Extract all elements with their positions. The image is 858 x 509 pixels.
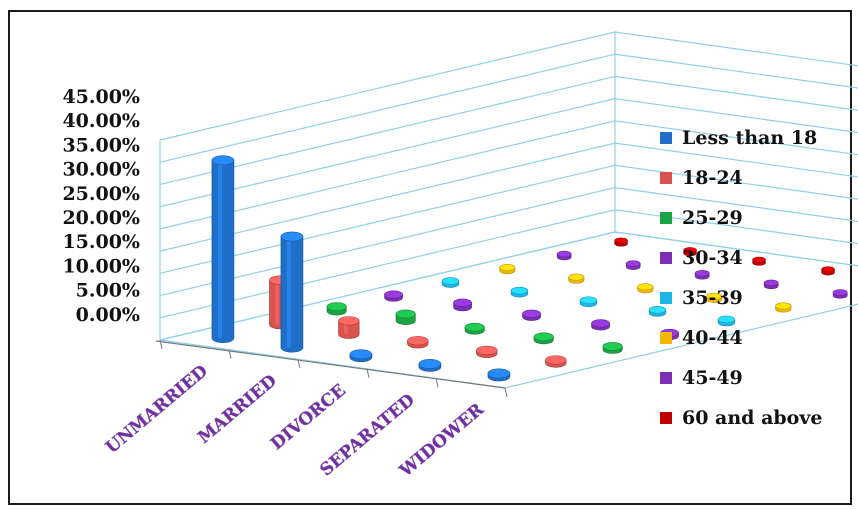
legend-label: 45-49 xyxy=(682,367,743,389)
y-axis-tick-labels: 45.00%40.00%35.00% 30.00%25.00%20.00%15.0… xyxy=(62,86,140,326)
y-tick-label: 30.00% xyxy=(62,159,140,181)
y-tick-label: 35.00% xyxy=(62,134,140,156)
bar xyxy=(499,264,516,275)
legend-label: 25-29 xyxy=(682,207,743,229)
bar xyxy=(545,355,567,368)
legend-swatch xyxy=(660,172,672,184)
legend-item: 18-24 xyxy=(660,158,850,198)
x-axis-tick xyxy=(297,359,301,369)
x-axis-line xyxy=(155,340,506,389)
legend-label: 30-34 xyxy=(682,247,743,269)
bar xyxy=(752,256,766,266)
bar xyxy=(418,358,442,372)
legend-swatch xyxy=(660,372,672,384)
y-tick-label: 0.00% xyxy=(76,304,140,326)
x-axis-tick xyxy=(366,368,370,378)
legend-label: 18-24 xyxy=(682,167,743,189)
bar xyxy=(407,336,429,349)
bar xyxy=(326,302,347,316)
y-tick-label: 25.00% xyxy=(62,183,140,205)
legend-item: 40-44 xyxy=(660,318,850,358)
bar xyxy=(522,309,541,321)
bar xyxy=(510,286,529,298)
y-tick-label: 40.00% xyxy=(62,110,140,132)
bar xyxy=(395,309,416,325)
bar xyxy=(464,322,485,335)
bar xyxy=(821,266,835,276)
bar xyxy=(763,279,779,290)
x-axis-tick xyxy=(228,349,232,359)
bar xyxy=(441,277,460,288)
bar xyxy=(683,247,697,257)
bar xyxy=(384,290,403,302)
legend-swatch xyxy=(660,332,672,344)
bar xyxy=(280,231,304,353)
x-category-label: UNMARRIED xyxy=(102,361,212,458)
y-tick-label: 10.00% xyxy=(62,255,140,277)
chart-frame xyxy=(8,10,852,505)
legend-label: Less than 18 xyxy=(682,127,818,149)
bar xyxy=(832,289,848,299)
chart-legend: Less than 18 18-24 25-29 30-34 35-39 40-44 45-… xyxy=(660,118,850,438)
bar xyxy=(648,306,667,317)
legend-item: 30-34 xyxy=(660,238,850,278)
bar xyxy=(637,283,654,294)
bar xyxy=(706,292,723,303)
chart-bars xyxy=(211,155,848,382)
bar xyxy=(533,332,554,345)
y-tick-label: 5.00% xyxy=(76,280,140,302)
x-category-label: MARRIED xyxy=(194,371,281,448)
bar xyxy=(579,296,598,307)
y-tick-label: 20.00% xyxy=(62,207,140,229)
bar xyxy=(453,298,472,312)
chart-walls xyxy=(155,31,858,398)
legend-swatch xyxy=(660,252,672,264)
bar xyxy=(487,368,511,382)
y-tick-label: 15.00% xyxy=(62,231,140,253)
bar xyxy=(694,270,710,280)
bar xyxy=(338,316,360,339)
legend-swatch xyxy=(660,132,672,144)
x-category-label: DIVORCE xyxy=(267,380,350,454)
bar xyxy=(602,342,623,354)
legend-swatch xyxy=(660,292,672,304)
legend-item: 25-29 xyxy=(660,198,850,238)
bar xyxy=(556,250,572,261)
bar xyxy=(349,349,373,363)
bar xyxy=(775,302,792,313)
bar xyxy=(568,273,585,284)
bar xyxy=(211,155,235,343)
bar xyxy=(625,260,641,270)
legend-label: 35-39 xyxy=(682,287,743,309)
bar xyxy=(717,315,736,327)
x-axis-tick xyxy=(504,387,508,398)
legend-item: 45-49 xyxy=(660,358,850,398)
legend-item: 60 and above xyxy=(660,398,850,438)
legend-label: 60 and above xyxy=(682,407,823,429)
x-axis-tick xyxy=(435,378,439,388)
legend-item: Less than 18 xyxy=(660,118,850,158)
x-axis-tick xyxy=(159,339,163,350)
legend-swatch xyxy=(660,412,672,424)
bar xyxy=(591,319,610,331)
y-tick-label: 45.00% xyxy=(62,86,140,108)
legend-label: 40-44 xyxy=(682,327,743,349)
legend-item: 35-39 xyxy=(660,278,850,318)
bar xyxy=(476,345,498,358)
legend-swatch xyxy=(660,212,672,224)
bar xyxy=(614,237,628,247)
